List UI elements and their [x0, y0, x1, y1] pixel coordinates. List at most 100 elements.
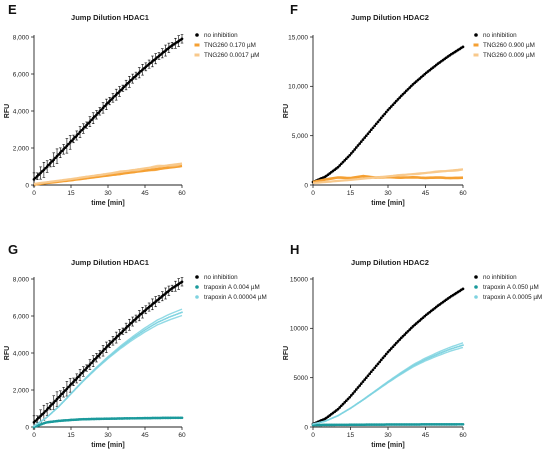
- data-point: [317, 422, 319, 424]
- data-point: [404, 89, 408, 93]
- legend-label: trapoxin A 0.004 µM: [204, 284, 260, 291]
- data-point: [34, 424, 37, 426]
- data-point: [126, 82, 130, 85]
- data-point: [89, 373, 91, 376]
- data-point: [348, 153, 352, 157]
- data-point: [443, 350, 446, 353]
- data-point: [394, 341, 398, 345]
- data-point: [114, 336, 118, 339]
- data-point: [93, 368, 96, 371]
- data-point: [415, 363, 418, 365]
- data-point: [452, 347, 454, 350]
- data-point: [47, 163, 51, 167]
- data-point: [338, 406, 342, 409]
- data-point: [379, 116, 383, 120]
- data-point: [346, 155, 350, 159]
- data-point: [433, 354, 436, 357]
- data-point: [118, 333, 121, 336]
- data-point: [65, 144, 69, 148]
- legend-label: no inhibition: [204, 274, 238, 281]
- data-point: [55, 154, 59, 158]
- data-point: [373, 366, 377, 370]
- data-point: [85, 123, 88, 127]
- data-point: [44, 409, 47, 413]
- data-point: [393, 376, 396, 379]
- data-point: [462, 344, 464, 346]
- data-point: [66, 397, 68, 399]
- data-point: [62, 390, 65, 394]
- data-point: [375, 389, 378, 392]
- x-axis-label: time [min]: [371, 442, 404, 449]
- panel-label: F: [290, 2, 298, 17]
- data-point: [410, 366, 413, 368]
- data-point: [427, 357, 429, 360]
- data-point: [59, 404, 62, 406]
- data-point: [366, 374, 370, 378]
- data-point: [180, 416, 184, 420]
- data-point: [380, 385, 383, 388]
- data-point: [108, 99, 111, 103]
- data-point: [103, 347, 107, 351]
- x-axis-label: time [min]: [91, 442, 124, 449]
- data-point: [383, 354, 387, 358]
- data-point: [95, 113, 98, 117]
- data-point: [138, 332, 141, 335]
- data-point: [153, 323, 155, 326]
- data-point: [404, 331, 408, 335]
- series-line: [33, 163, 183, 185]
- data-point: [38, 421, 40, 424]
- data-point: [54, 399, 57, 403]
- data-point: [361, 138, 365, 141]
- x-tick-label: 0: [32, 190, 36, 197]
- data-point: [95, 367, 98, 369]
- data-point: [36, 423, 39, 425]
- data-point: [335, 415, 338, 418]
- data-point: [351, 150, 355, 153]
- data-point: [103, 104, 107, 108]
- legend-swatch: [473, 53, 479, 57]
- data-point: [398, 373, 401, 376]
- data-point: [80, 371, 84, 375]
- data-point: [60, 149, 64, 153]
- data-point: [112, 352, 114, 355]
- data-point: [81, 370, 85, 373]
- data-point: [85, 366, 88, 370]
- data-point: [403, 91, 407, 94]
- data-point: [425, 358, 428, 360]
- x-tick-label: 60: [459, 190, 467, 197]
- data-point: [315, 422, 318, 425]
- data-point: [56, 407, 58, 409]
- data-point: [90, 361, 93, 365]
- data-point: [336, 165, 340, 169]
- data-point: [401, 92, 405, 96]
- x-tick-label: 15: [347, 432, 355, 439]
- data-point: [91, 116, 95, 120]
- data-point: [105, 358, 108, 360]
- data-point: [63, 389, 67, 392]
- data-point: [84, 378, 86, 380]
- data-point: [43, 418, 45, 421]
- chart-title: Jump Dilution HDAC2: [351, 258, 429, 267]
- data-point: [368, 372, 372, 376]
- data-point: [75, 134, 79, 137]
- data-point: [90, 118, 93, 122]
- data-point: [341, 402, 345, 406]
- data-point: [70, 391, 73, 394]
- data-point: [368, 394, 371, 396]
- data-point: [51, 411, 53, 414]
- data-point: [440, 351, 443, 354]
- y-axis-label: RFU: [4, 104, 11, 118]
- y-tick-label: 2,000: [13, 145, 30, 152]
- data-point: [75, 386, 78, 389]
- data-point: [340, 412, 343, 415]
- series-2: [33, 308, 183, 427]
- data-point: [115, 349, 118, 352]
- data-point: [447, 349, 449, 351]
- data-point: [341, 160, 345, 164]
- data-point: [457, 345, 459, 348]
- data-point: [369, 128, 373, 132]
- y-tick-label: 5,000: [292, 133, 309, 140]
- data-point: [107, 356, 109, 359]
- data-point: [376, 362, 380, 366]
